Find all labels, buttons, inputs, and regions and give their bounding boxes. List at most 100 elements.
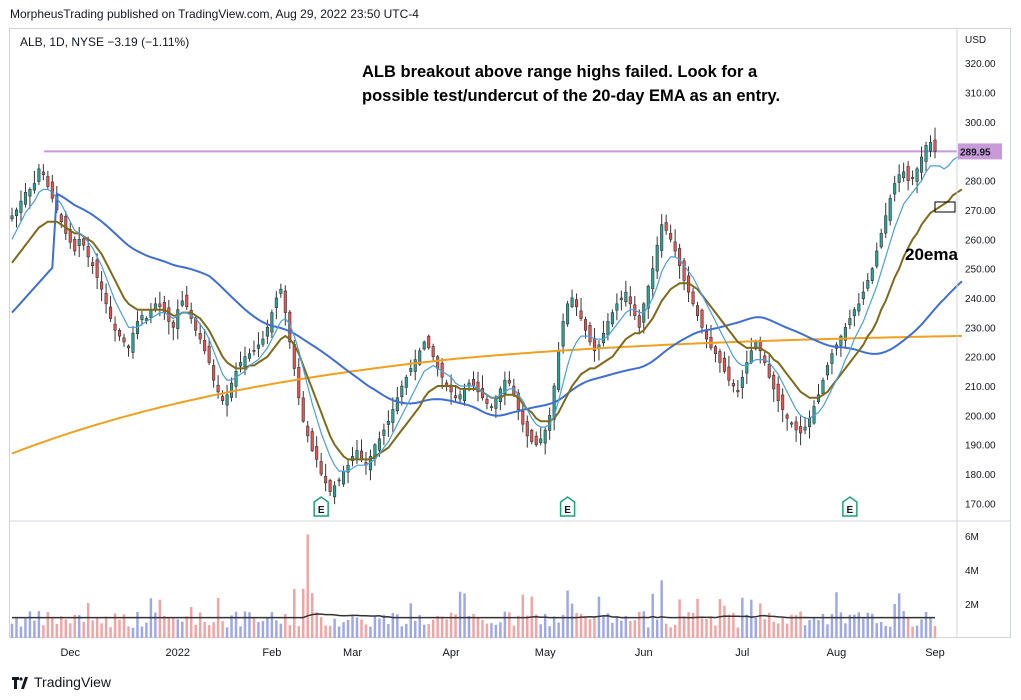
volume-bar [880, 622, 883, 638]
price-tick-label: 250.00 [965, 265, 996, 276]
footer-brand[interactable]: TradingView [34, 674, 112, 690]
volume-bar [664, 623, 668, 638]
volume-bar [37, 611, 41, 638]
last-price-label: 289.95 [960, 147, 991, 158]
volume-bar [911, 626, 914, 638]
volume-bar [633, 620, 637, 638]
volume-bar [606, 613, 610, 638]
volume-bar [526, 615, 529, 638]
volume-bar [736, 627, 740, 638]
candle-body [655, 244, 659, 272]
candle-body [203, 339, 207, 352]
date-tick-label: Aug [827, 647, 847, 659]
volume-bar [597, 596, 601, 638]
volume-bar [611, 622, 614, 638]
volume-bar [772, 621, 775, 638]
candle-body [458, 394, 462, 400]
candle-body [310, 431, 314, 451]
candle-body [494, 397, 498, 409]
volume-bar [875, 623, 878, 638]
candle-body [342, 470, 346, 485]
volume-bar [866, 612, 870, 638]
volume-bar [481, 619, 484, 638]
candle-body [404, 376, 408, 388]
volume-bar [687, 612, 690, 638]
candle-body [382, 429, 386, 436]
candle-body [566, 303, 570, 325]
volume-bar [342, 622, 345, 638]
volume-bar [552, 616, 556, 638]
volume-bar [799, 611, 802, 638]
volume-bar [933, 626, 937, 638]
candle-body [848, 318, 852, 326]
volume-bar [543, 614, 547, 638]
price-tick-label: 310.00 [965, 89, 996, 100]
ema-20-line [11, 188, 963, 461]
volume-bar [369, 626, 372, 638]
volume-bar [351, 615, 354, 638]
candle-body [153, 303, 157, 310]
candle-body [722, 357, 726, 372]
volume-bar [140, 626, 144, 638]
volume-bar [207, 625, 211, 638]
candle-body [570, 297, 574, 307]
candle-body [23, 192, 27, 205]
candle-body [46, 176, 50, 187]
candle-body [628, 296, 632, 305]
volume-bar [418, 615, 421, 638]
candle-body [207, 345, 211, 363]
volume-bar [167, 617, 171, 638]
volume-bar [145, 622, 148, 638]
volume-bar [55, 624, 59, 638]
candle-body [525, 421, 529, 437]
volume-bar [310, 593, 314, 638]
volume-bar [409, 603, 413, 638]
price-tick-label: 220.00 [965, 353, 996, 364]
candle-body [377, 438, 381, 451]
volume-bar [593, 616, 596, 638]
ema-10-line [11, 156, 962, 472]
candle-body [561, 321, 565, 347]
date-tick-label: 2022 [166, 647, 190, 659]
volume-bar [857, 612, 861, 638]
volume-bar [884, 625, 887, 638]
volume-bar [888, 626, 892, 638]
candle-body [328, 480, 332, 492]
tradingview-logo-icon[interactable] [12, 676, 28, 689]
price-tick-label: 280.00 [965, 177, 996, 188]
candle-body [324, 476, 328, 484]
volume-tick-label: 2M [965, 600, 979, 611]
price-axis-unit: USD [965, 35, 986, 46]
volume-bar [642, 611, 645, 638]
candle-body [28, 189, 32, 197]
volume-bar [660, 580, 663, 638]
candle-body [471, 379, 476, 387]
volume-bar [19, 626, 23, 638]
volume-bar [794, 615, 798, 638]
volume-bar [163, 615, 166, 638]
candle-body [489, 406, 493, 408]
volume-bar [570, 603, 574, 638]
candle-body [100, 281, 104, 290]
candle-body [785, 414, 789, 419]
volume-bar [333, 618, 336, 638]
candle-body [866, 280, 870, 289]
volume-bar [261, 621, 265, 638]
candle-body [879, 233, 883, 248]
symbol-info[interactable]: ALB, 1D, NYSE −3.19 (−1.11%) [20, 35, 190, 49]
candle-body [911, 177, 915, 179]
volume-bar [673, 624, 677, 638]
volume-bar [378, 618, 381, 638]
volume-bar [920, 619, 923, 638]
volume-bar [534, 614, 538, 638]
price-tick-label: 240.00 [965, 294, 996, 305]
candle-body [530, 429, 534, 443]
last-price-tag [958, 143, 1002, 160]
candle-body [794, 421, 798, 431]
candle-body [485, 398, 489, 404]
candle-body [131, 332, 135, 353]
candle-body [319, 461, 323, 475]
volume-bar [647, 627, 650, 638]
candle-body [82, 238, 86, 246]
